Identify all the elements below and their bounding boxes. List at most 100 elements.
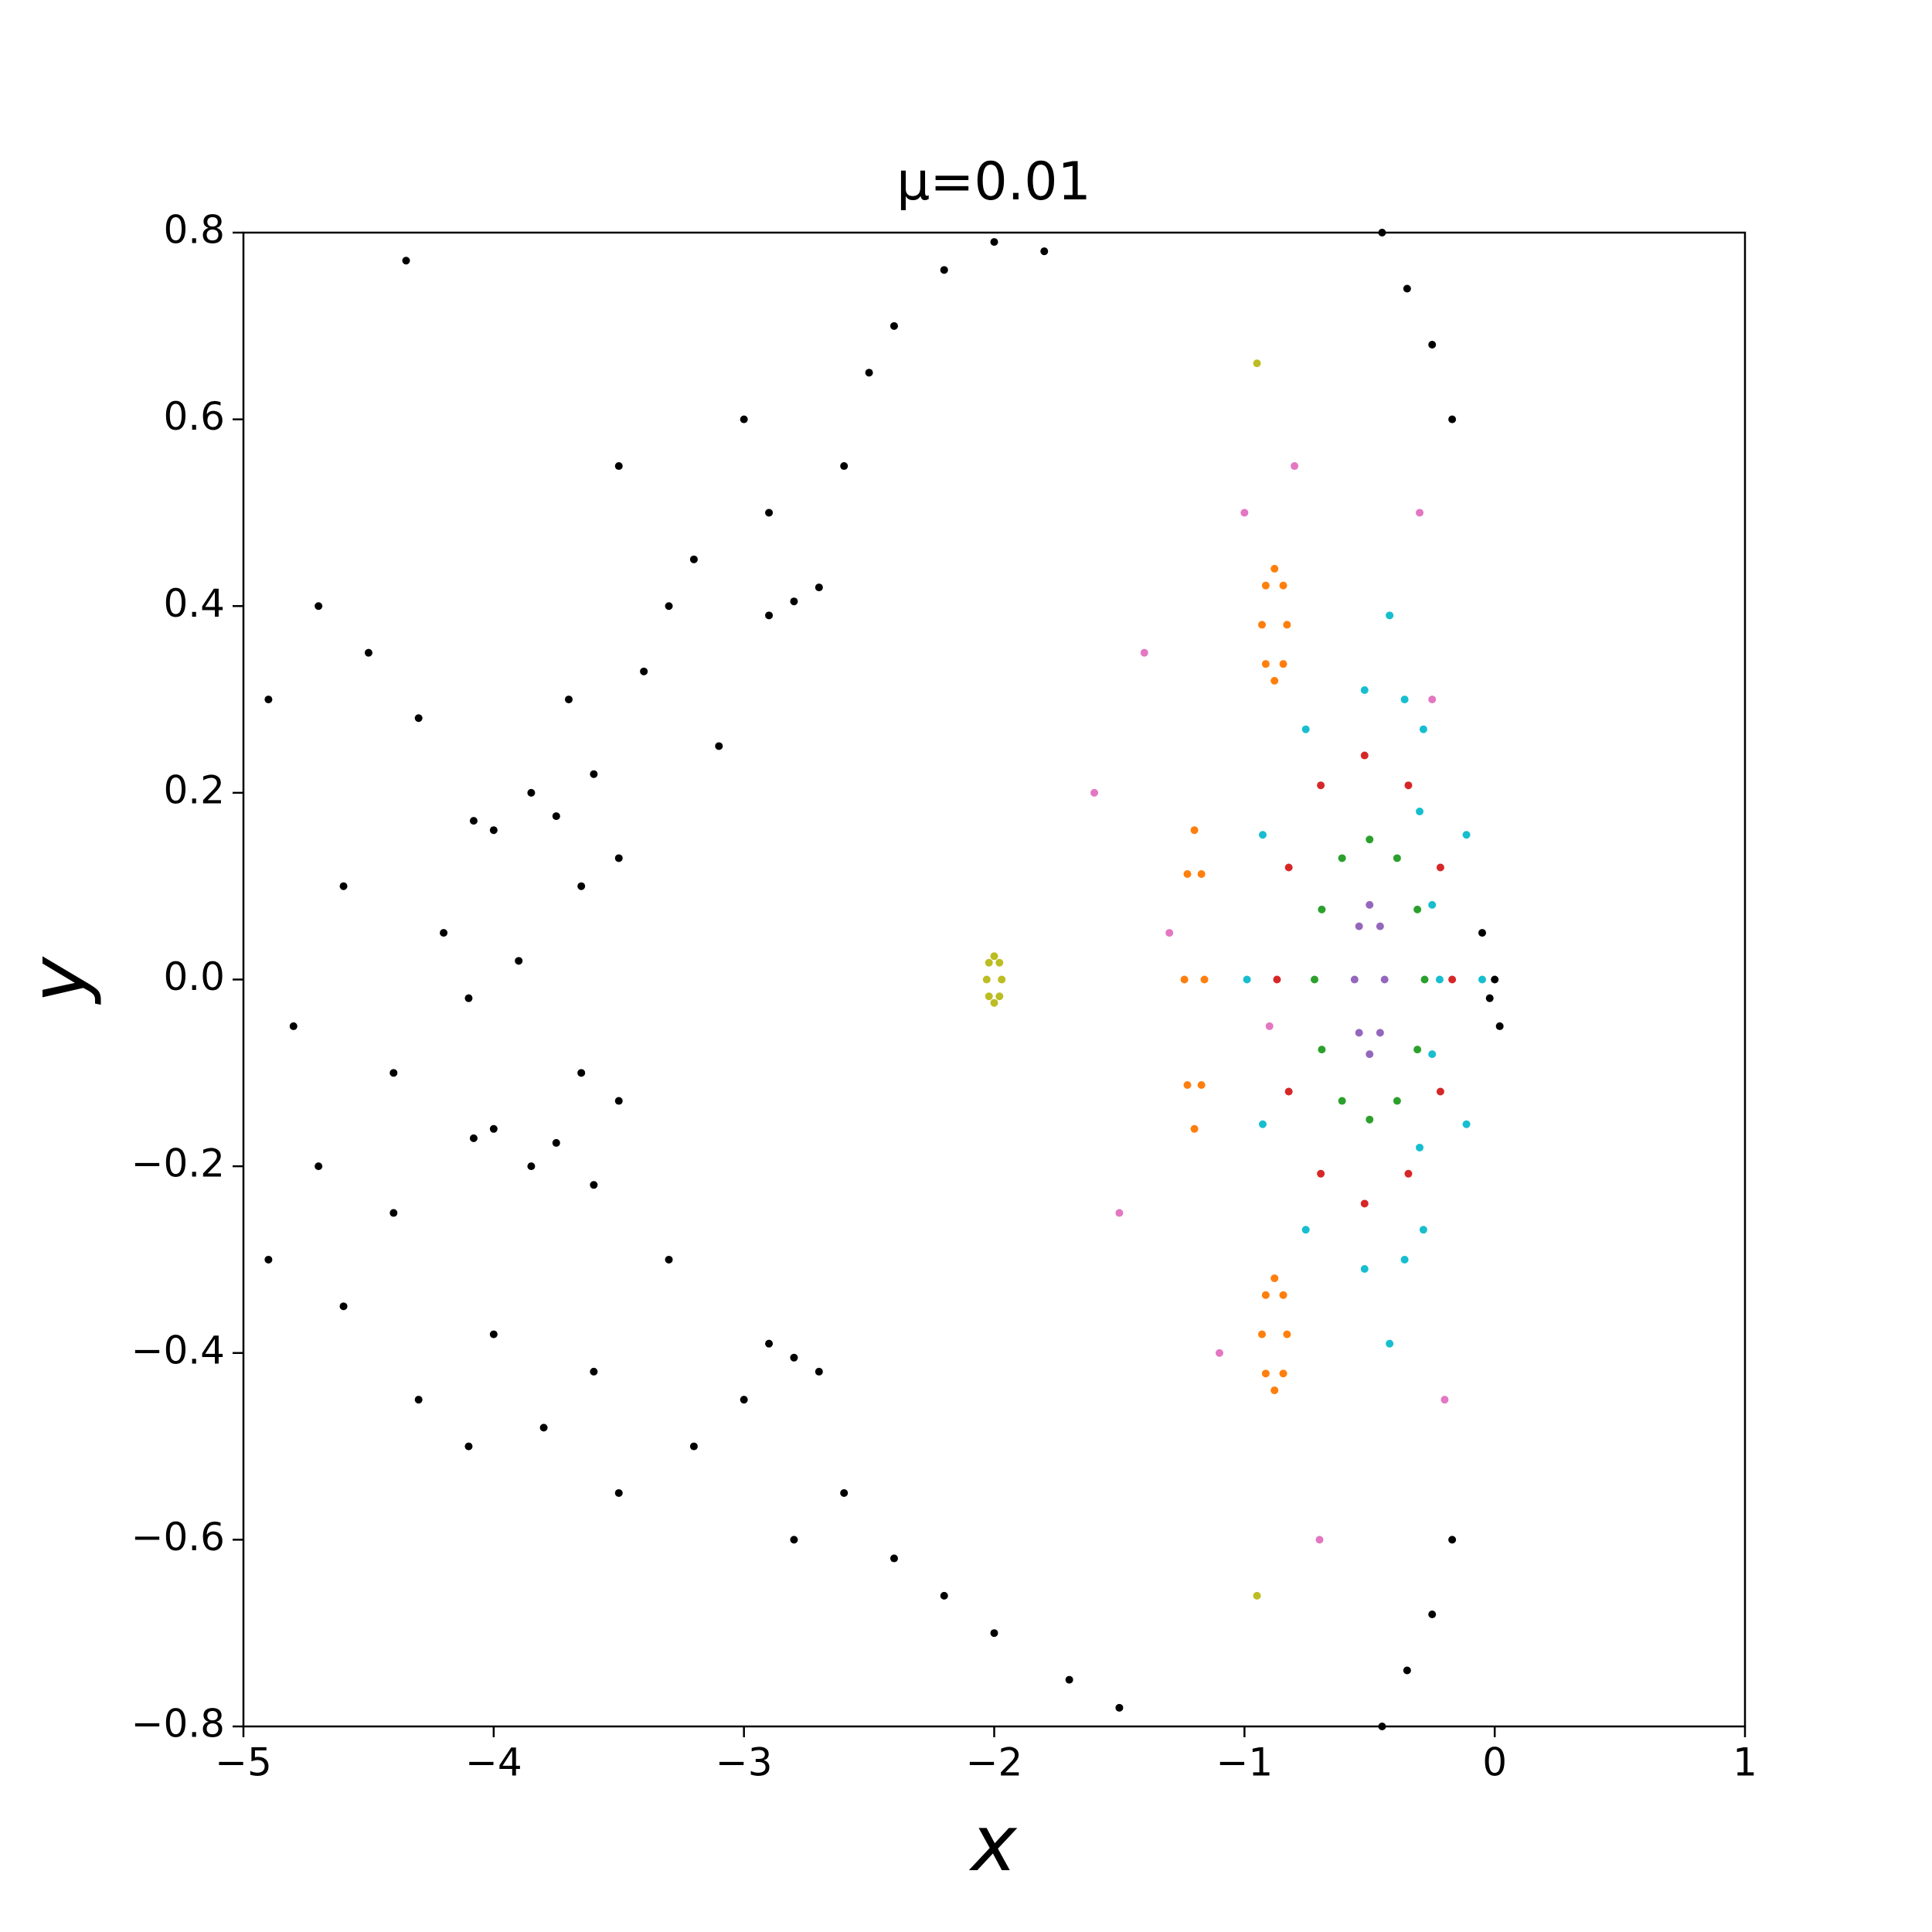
plot-area: [264, 229, 1504, 1730]
data-point: [1495, 1022, 1504, 1030]
data-point: [364, 648, 372, 657]
data-point: [995, 958, 1004, 967]
x-tick-label: −2: [966, 1740, 1023, 1785]
data-point: [1279, 660, 1287, 668]
data-point: [1416, 1143, 1424, 1151]
data-point: [464, 1442, 473, 1451]
data-point: [440, 929, 448, 937]
data-point: [1376, 922, 1384, 930]
x-axis-label: x: [968, 1798, 1018, 1889]
data-point: [614, 1097, 623, 1105]
data-point: [940, 1591, 948, 1600]
data-point: [1284, 1087, 1293, 1096]
data-point: [489, 1124, 498, 1133]
data-point: [527, 788, 536, 797]
data-point: [1376, 1029, 1384, 1037]
data-point: [339, 1302, 348, 1311]
y-tick-label: 0.8: [163, 208, 225, 253]
chart-title: μ=0.01: [896, 151, 1091, 213]
data-point: [1301, 725, 1310, 733]
data-point: [982, 975, 991, 984]
data-point: [1338, 854, 1346, 862]
data-point: [1261, 1369, 1270, 1378]
data-point: [1386, 611, 1394, 620]
data-point: [1197, 869, 1206, 878]
data-point: [740, 1396, 748, 1404]
data-point: [469, 1134, 478, 1142]
x-tick-label: −3: [716, 1740, 773, 1785]
data-point: [1400, 1255, 1409, 1264]
data-point: [1360, 1199, 1369, 1208]
data-point: [1270, 1274, 1279, 1283]
data-point: [985, 958, 993, 967]
data-point: [1317, 781, 1325, 790]
y-tick-label: 0.2: [163, 767, 225, 812]
data-point: [1413, 905, 1422, 913]
data-point: [889, 321, 898, 330]
data-point: [489, 1330, 498, 1338]
data-point: [315, 1162, 323, 1171]
data-point: [1115, 1703, 1124, 1712]
data-point: [765, 509, 774, 517]
data-point: [1197, 1081, 1206, 1090]
data-point: [665, 1255, 673, 1264]
data-point: [1253, 359, 1261, 368]
data-point: [539, 1423, 548, 1432]
data-point: [1404, 781, 1413, 790]
data-point: [614, 854, 623, 862]
data-point: [389, 1069, 398, 1077]
data-point: [414, 1396, 423, 1404]
data-point: [1393, 1097, 1401, 1105]
data-point: [1478, 975, 1486, 984]
data-point: [1258, 621, 1267, 629]
data-point: [469, 817, 478, 825]
data-point: [577, 1069, 586, 1077]
data-point: [940, 266, 948, 274]
data-point: [1416, 509, 1424, 517]
data-point: [765, 611, 774, 620]
data-point: [1318, 1046, 1326, 1054]
data-point: [1366, 835, 1374, 844]
data-point: [998, 975, 1006, 984]
data-point: [1393, 854, 1401, 862]
data-point: [1350, 975, 1359, 984]
data-point: [1440, 1396, 1449, 1404]
data-point: [1428, 696, 1437, 704]
data-point: [1462, 1120, 1471, 1128]
data-point: [1183, 1081, 1192, 1090]
data-point: [665, 602, 673, 611]
data-point: [1428, 900, 1437, 909]
data-point: [315, 602, 323, 611]
data-point: [264, 1255, 273, 1264]
data-point: [1279, 581, 1287, 590]
x-tick-label: 0: [1482, 1740, 1507, 1785]
data-point: [1253, 1591, 1261, 1600]
data-point: [1318, 905, 1326, 913]
data-point: [1448, 415, 1457, 423]
data-point: [640, 667, 648, 675]
data-point: [740, 415, 748, 423]
data-point: [339, 882, 348, 890]
data-point: [815, 583, 823, 592]
y-tick-label: −0.6: [131, 1515, 225, 1560]
x-tick-label: −4: [465, 1740, 522, 1785]
data-point: [515, 957, 523, 965]
data-point: [1180, 975, 1189, 984]
data-point: [414, 714, 423, 723]
data-point: [990, 238, 998, 247]
data-point: [577, 882, 586, 890]
data-point: [1413, 1046, 1422, 1054]
data-point: [1317, 1169, 1325, 1178]
data-point: [1436, 863, 1444, 872]
data-point: [1190, 1124, 1199, 1133]
data-point: [464, 994, 473, 1002]
data-point: [689, 1442, 698, 1451]
data-point: [1366, 1115, 1374, 1124]
data-point: [1291, 462, 1299, 471]
data-point: [590, 770, 598, 778]
data-point: [1261, 660, 1270, 668]
data-point: [1258, 1120, 1267, 1128]
data-point: [1301, 1226, 1310, 1234]
data-point: [1428, 1611, 1437, 1619]
